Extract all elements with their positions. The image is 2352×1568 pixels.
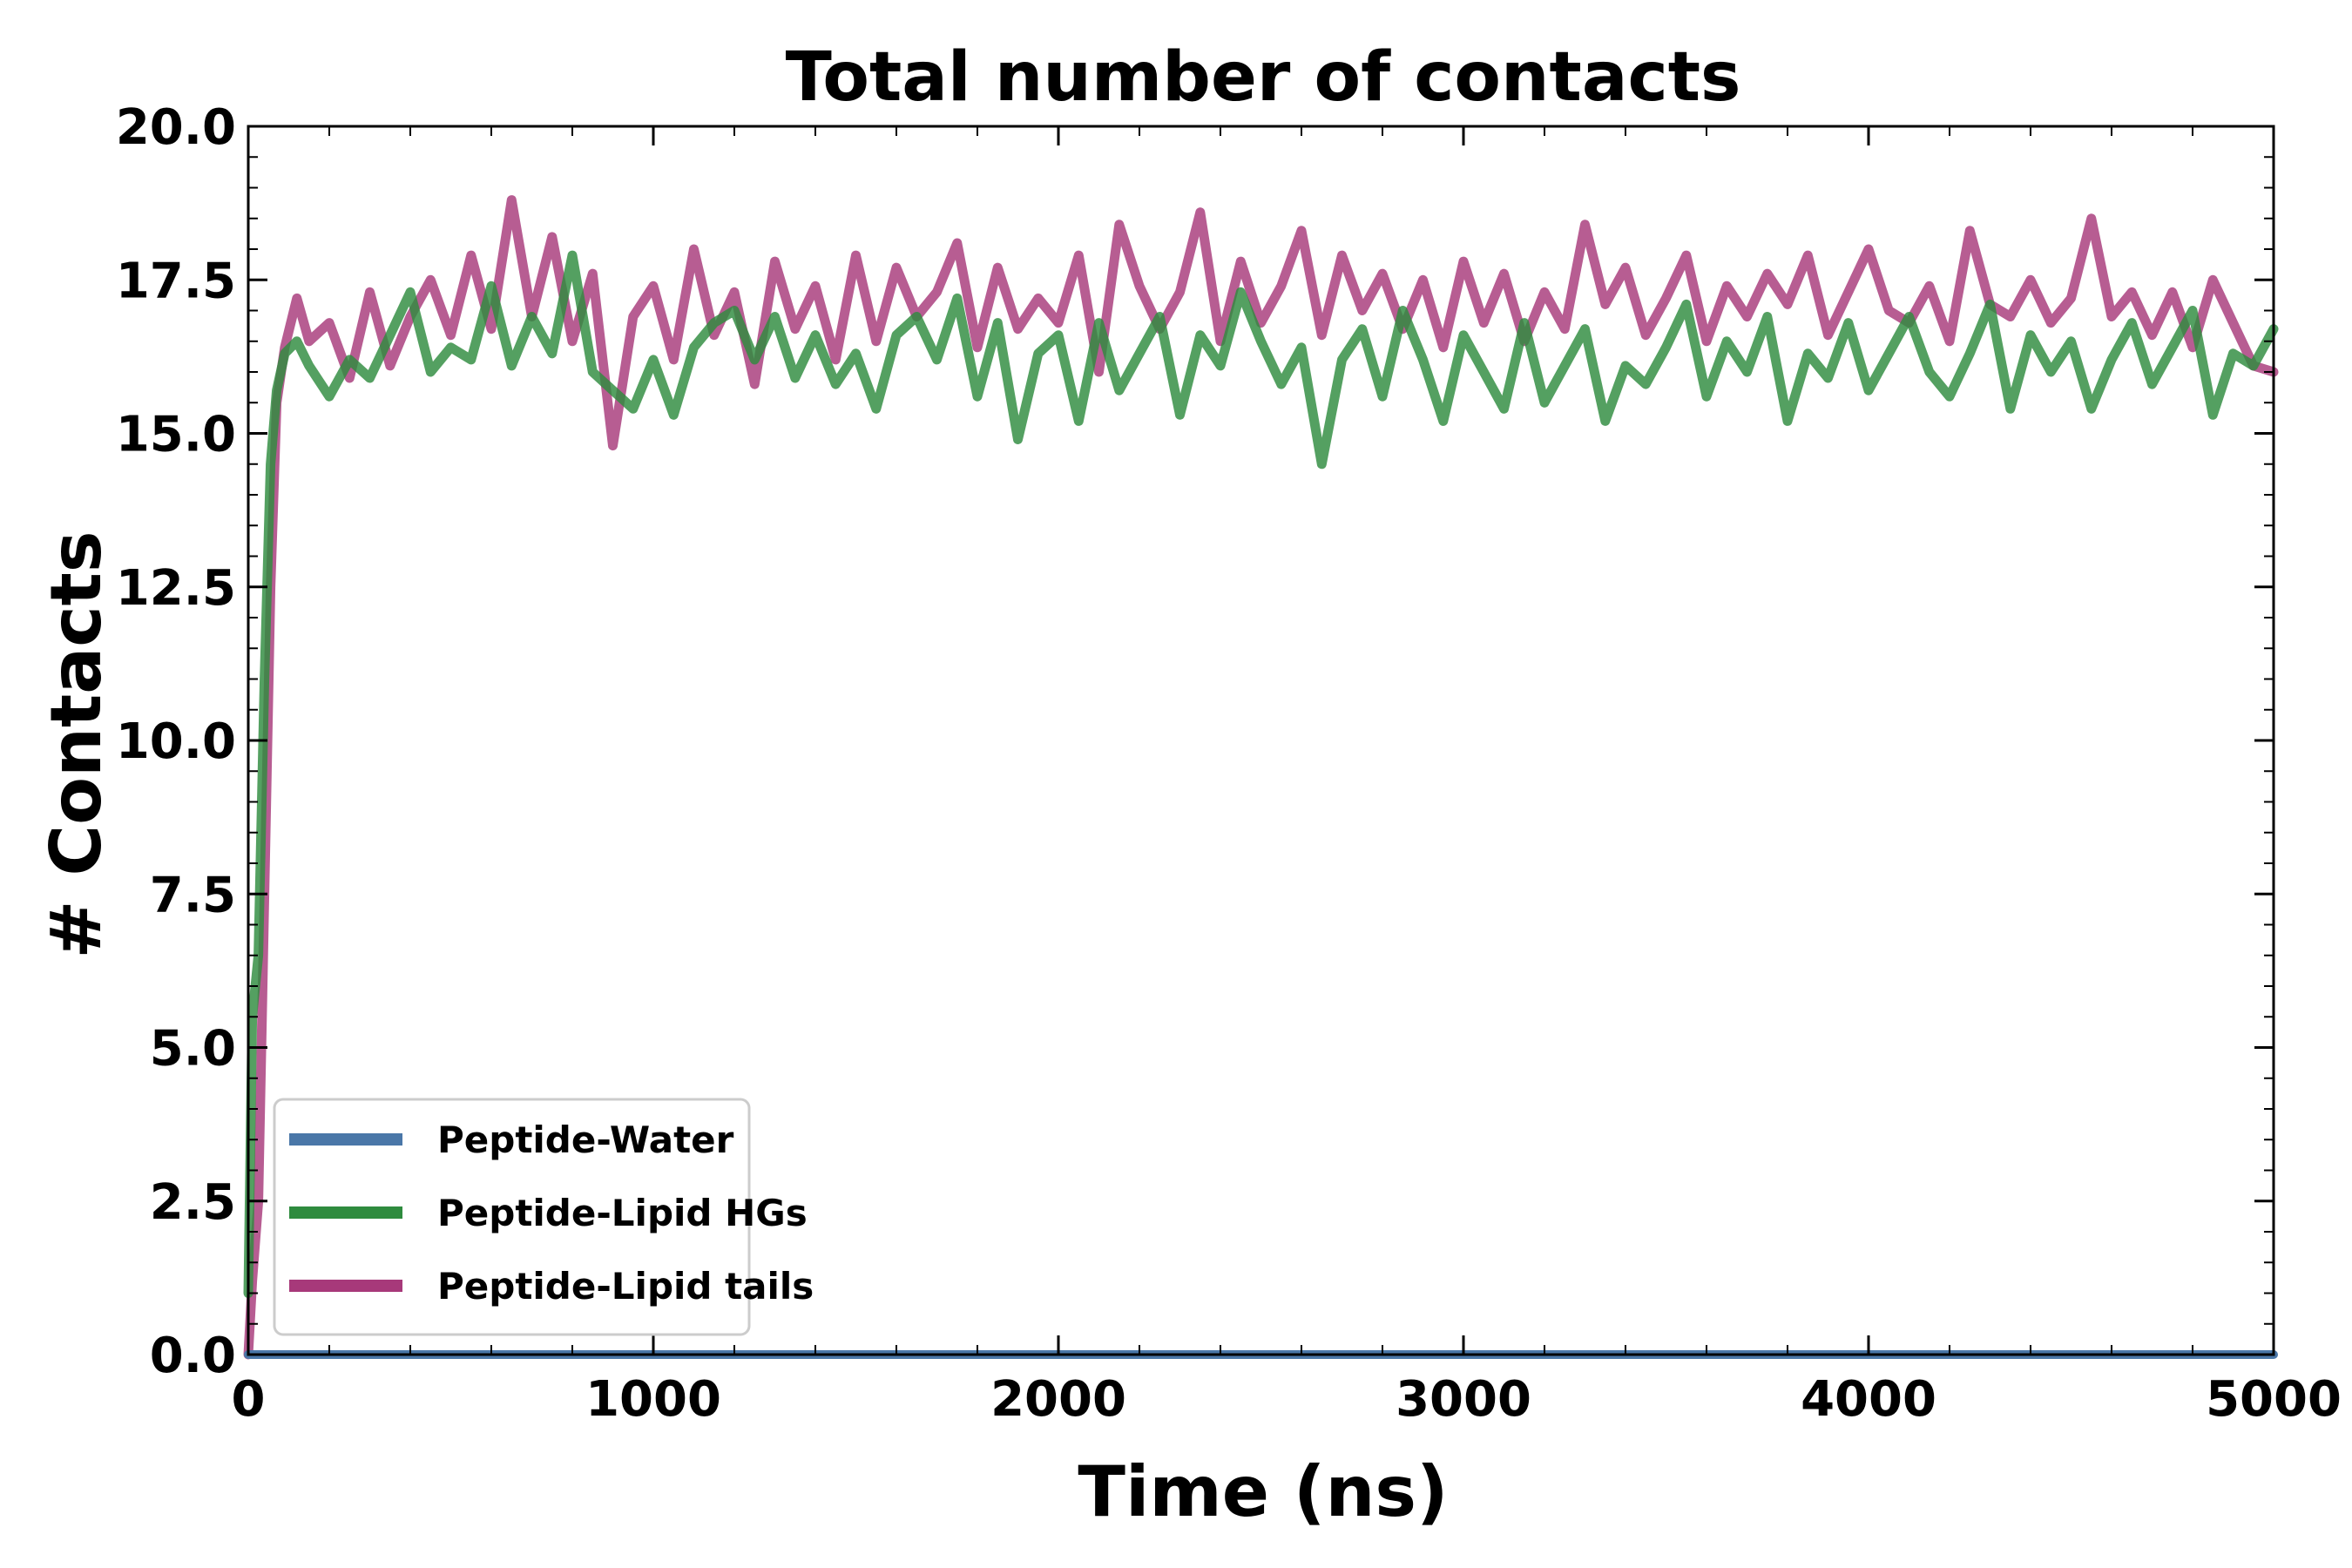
y-tick-label: 15.0 [116, 407, 236, 463]
x-tick-label: 2000 [990, 1371, 1126, 1428]
x-tick-label: 4000 [1801, 1371, 1936, 1428]
x-tick-labels: 0 1000 2000 3000 4000 5000 [232, 1371, 2342, 1428]
y-tick-label: 7.5 [150, 867, 236, 923]
y-tick-label: 0.0 [150, 1328, 236, 1384]
y-tick-label: 10.0 [116, 713, 236, 770]
y-tick-label: 17.5 [116, 253, 236, 309]
series-line-peptide-lipid-tails [243, 195, 2279, 1360]
x-tick-label: 3000 [1396, 1371, 1531, 1428]
y-tick-label: 20.0 [116, 99, 236, 156]
y-tick-label: 2.5 [150, 1174, 236, 1231]
y-tick-labels: 0.0 2.5 5.0 7.5 10.0 12.5 15.0 17.5 20.0 [116, 99, 236, 1384]
legend-label: Peptide-Water [437, 1119, 734, 1161]
legend-label: Peptide-Lipid HGs [437, 1192, 808, 1234]
x-axis-label: Time (ns) [1078, 1451, 1448, 1532]
plot-area [243, 125, 2279, 1360]
legend-box [273, 1098, 751, 1336]
series-line-peptide-lipid-hgs [243, 250, 2279, 1298]
x-tick-label: 5000 [2206, 1371, 2342, 1428]
y-axis-label: # Contacts [36, 531, 117, 958]
y-tick-label: 12.5 [116, 560, 236, 617]
chart-title: Total number of contacts [786, 38, 1741, 117]
legend-items: Peptide-Water Peptide-Lipid HGs Peptide-Li… [289, 1119, 814, 1308]
legend-label: Peptide-Lipid tails [437, 1265, 814, 1308]
y-tick-label: 5.0 [150, 1021, 236, 1078]
legend: Peptide-Water Peptide-Lipid HGs Peptide-Li… [273, 1098, 814, 1336]
x-tick-label: 0 [232, 1371, 266, 1428]
x-tick-label: 1000 [585, 1371, 721, 1428]
plot-frame [247, 125, 2275, 1356]
